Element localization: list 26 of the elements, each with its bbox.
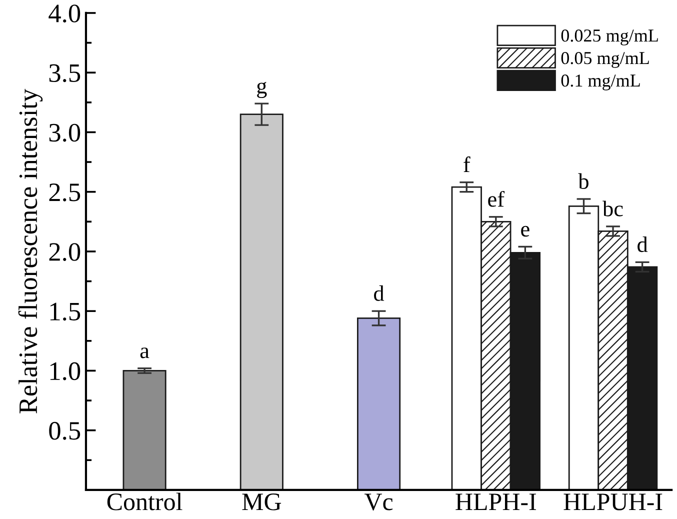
y-tick-label: 2.0 bbox=[49, 243, 80, 261]
legend-label: 0.05 mg/mL bbox=[561, 52, 649, 68]
data-label: f bbox=[464, 156, 470, 172]
y-tick-label: 1.0 bbox=[50, 362, 80, 380]
y-tick-label: 4.0 bbox=[48, 4, 80, 23]
y-tick-label: 0.5 bbox=[49, 422, 80, 440]
legend-label: 0.025 mg/mL bbox=[561, 29, 658, 46]
legend-label: 0.1 mg/mL bbox=[561, 74, 640, 90]
data-label: b bbox=[578, 173, 588, 189]
x-tick-label: MG bbox=[242, 494, 282, 510]
data-label: bc bbox=[602, 200, 623, 216]
y-tick-label: 1.5 bbox=[50, 302, 80, 321]
data-label: a bbox=[140, 348, 150, 358]
y-tick-label: 2.5 bbox=[49, 184, 80, 202]
x-tick-label: HLPH-I bbox=[456, 494, 536, 510]
y-axis-title: Relative fluorescence intensity bbox=[18, 88, 43, 414]
data-label: d bbox=[374, 285, 384, 302]
data-label: e bbox=[521, 226, 530, 237]
data-label: ef bbox=[488, 190, 505, 207]
data-label: g bbox=[257, 82, 267, 98]
x-tick-label: HLPUH-I bbox=[564, 494, 662, 510]
x-tick-label: Control bbox=[107, 492, 182, 510]
y-tick-label: 3.0 bbox=[49, 124, 80, 142]
y-tick-label: 3.5 bbox=[49, 64, 80, 82]
data-label: d bbox=[638, 236, 648, 252]
x-tick-label: Vc bbox=[364, 494, 393, 510]
